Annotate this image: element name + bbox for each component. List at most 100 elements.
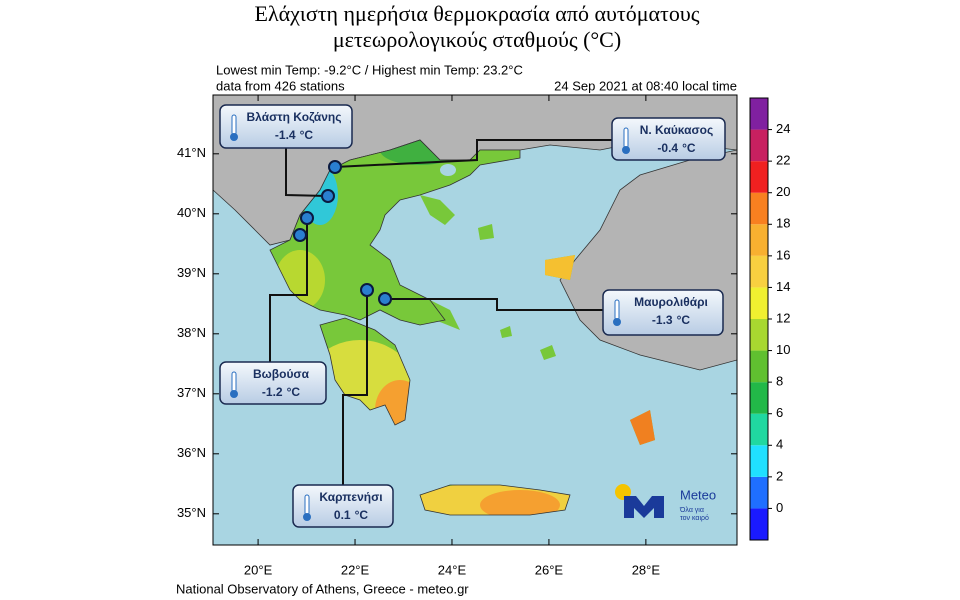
station-temp: -1.4 <box>275 128 296 142</box>
thermo-bulb <box>230 133 238 141</box>
colorbar-band <box>750 319 768 351</box>
colorbar-tick-label: 20 <box>776 184 790 199</box>
colorbar-tick-label: 18 <box>776 216 790 231</box>
callout-box <box>219 104 353 149</box>
colorbar-tick-label: 16 <box>776 247 790 262</box>
y-tick-label: 36°N <box>177 445 206 460</box>
thermo-bulb <box>613 318 621 326</box>
station-name: Μαυρολιθάρι <box>634 295 708 309</box>
colorbar-band <box>750 508 768 540</box>
thermo <box>231 114 237 136</box>
title-line: Ελάχιστη ημερήσια θερμοκρασία από αυτόμα… <box>255 1 700 26</box>
station-value: -0.4 °C <box>657 141 695 155</box>
callout-box <box>292 484 394 528</box>
colorbar-band <box>750 476 768 509</box>
stations-count: data from 426 stations <box>216 78 345 93</box>
colorbar-band <box>750 287 768 319</box>
colorbar-tick-label: 2 <box>776 468 783 483</box>
station-temp: 0.1 <box>334 508 351 522</box>
station-unit: °C <box>287 385 301 399</box>
station-dot <box>378 292 392 306</box>
colorbar-tick-label: 12 <box>776 310 790 325</box>
y-tick-label: 39°N <box>177 265 206 280</box>
thermo-bulb <box>303 513 311 521</box>
colorbar-band <box>750 129 768 162</box>
station-temp: -0.4 <box>657 141 678 155</box>
station-dot <box>293 228 307 242</box>
colorbar-band <box>750 413 768 446</box>
extremes: Lowest min Temp: -9.2°C / Highest min Te… <box>216 62 523 77</box>
thermo <box>614 299 620 321</box>
colorbar-tick-label: 10 <box>776 342 790 357</box>
map-frame <box>212 94 738 546</box>
x-tick-label: 26°E <box>535 562 564 577</box>
logo-tagline: τον καιρό <box>680 514 709 522</box>
station-unit: °C <box>355 508 369 522</box>
colorbar-band <box>750 161 768 193</box>
leader-line <box>334 139 612 168</box>
station-name: Καρπενήσι <box>319 490 382 504</box>
leader-line <box>342 290 368 485</box>
station-callout: Βωβούσα -1.2 °C <box>219 211 327 405</box>
station-name: Ν. Καύκασος <box>640 123 714 137</box>
x-tick-label: 28°E <box>632 562 661 577</box>
y-tick-label: 41°N <box>177 145 206 160</box>
station-dot <box>360 283 374 297</box>
callout-box <box>602 289 724 336</box>
colorbar-tick-label: 14 <box>776 279 790 294</box>
station-callout: Ν. Καύκασος -0.4 °C <box>328 117 726 174</box>
station-temp: -1.2 <box>262 385 283 399</box>
colorbar-tick-label: 22 <box>776 153 790 168</box>
station-name: Βωβούσα <box>253 367 310 381</box>
station-value: 0.1 °C <box>334 508 368 522</box>
leader-line <box>269 218 308 362</box>
station-dot <box>328 160 342 174</box>
colorbar-band <box>750 445 768 477</box>
colorbar-tick-label: 4 <box>776 437 783 452</box>
thermo <box>231 371 237 393</box>
thermo <box>304 494 310 516</box>
logo: Meteo Όλα για τον καιρό <box>615 484 716 522</box>
colorbar-band <box>750 382 768 414</box>
x-tick-label: 20°E <box>244 562 273 577</box>
station-unit: °C <box>682 141 696 155</box>
station-name: Βλάστη Κοζάνης <box>247 110 342 124</box>
colorbar-band <box>750 224 768 256</box>
coastline <box>269 139 571 516</box>
station-temp: -1.3 <box>652 313 673 327</box>
colorbar-tick-label: 24 <box>776 121 790 136</box>
map <box>213 95 737 545</box>
y-tick-label: 40°N <box>177 205 206 220</box>
logo-name: Meteo <box>680 487 716 502</box>
colorbar-band <box>750 350 768 383</box>
leader-line <box>385 298 603 311</box>
colorbar-tick-label: 6 <box>776 405 783 420</box>
logo-mark <box>624 496 664 518</box>
timestamp: 24 Sep 2021 at 08:40 local time <box>554 78 737 93</box>
station-callout: Βλάστη Κοζάνης -1.4 °C <box>219 104 353 203</box>
colorbar-band <box>750 98 768 130</box>
station-unit: °C <box>677 313 691 327</box>
logo-tagline: Όλα για <box>679 507 704 514</box>
colorbar-tick-label: 8 <box>776 374 783 389</box>
colorbar-band <box>750 192 768 225</box>
callout-box <box>219 361 327 405</box>
y-tick-label: 35°N <box>177 505 206 520</box>
station-dot <box>300 211 314 225</box>
leader-line <box>285 148 329 197</box>
callout-box <box>611 117 726 161</box>
x-tick-label: 24°E <box>438 562 467 577</box>
y-tick-label: 37°N <box>177 385 206 400</box>
thermo-bulb <box>230 390 238 398</box>
station-callout: Μαυρολιθάρι -1.3 °C <box>378 289 724 336</box>
x-tick-label: 22°E <box>341 562 370 577</box>
colorbar-tick-label: 0 <box>776 500 783 515</box>
thermo <box>623 127 629 149</box>
footer: National Observatory of Athens, Greece -… <box>176 581 469 596</box>
thermo-bulb <box>622 146 630 154</box>
title-line: μετεωρολογικούς σταθμούς (°C) <box>333 27 621 52</box>
colorbar-band <box>750 255 768 288</box>
y-tick-label: 38°N <box>177 325 206 340</box>
station-dot <box>321 189 335 203</box>
